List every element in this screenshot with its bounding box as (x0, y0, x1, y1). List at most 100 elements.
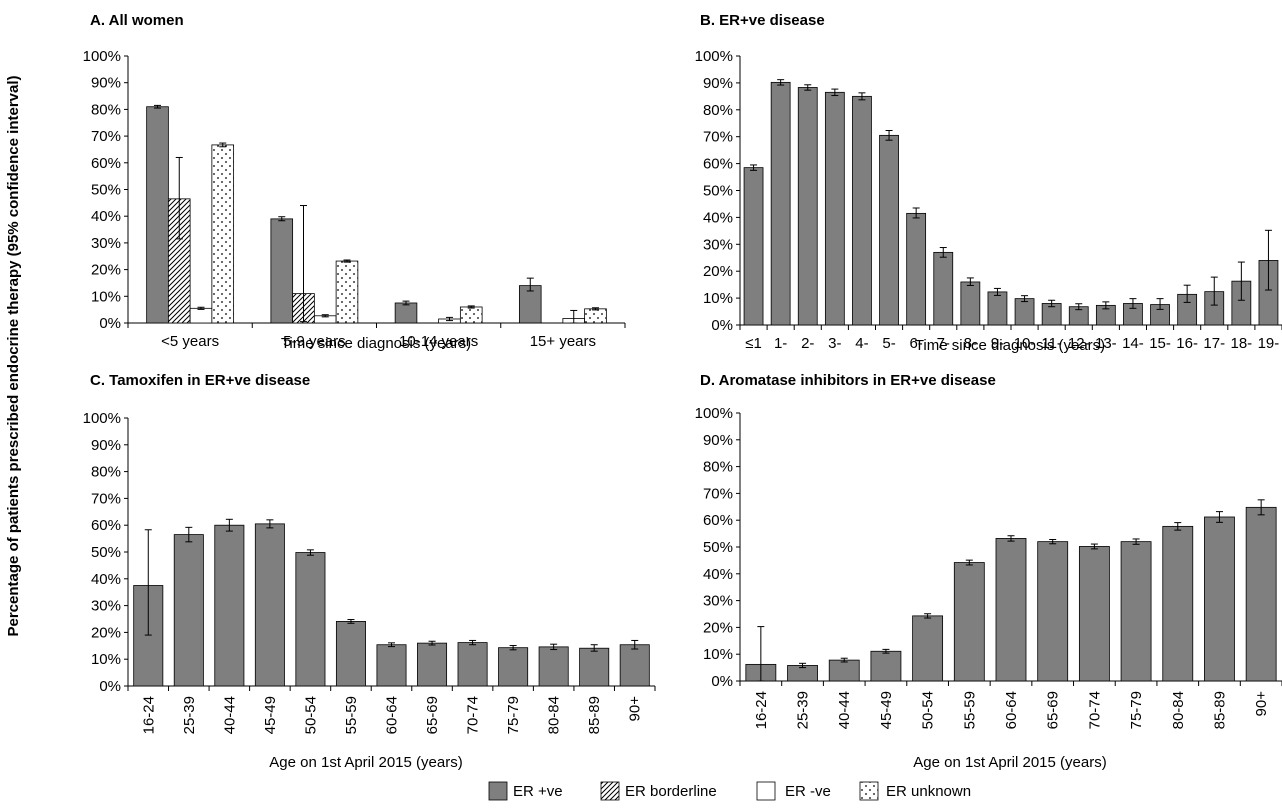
panel-c-error-bar-er-ve-50-54 (306, 549, 314, 556)
panel-d-x-axis-label: Age on 1st April 2015 (years) (913, 754, 1106, 771)
legend-swatch-er-positive (488, 781, 508, 801)
panel-a: A. All women 0% 10% 20% 30% 40% 50% 60% 70% 80% 90… (83, 12, 626, 352)
panel-d-error-bar-er-ve-75-79 (1132, 538, 1140, 545)
legend: ER +ve ER borderline ER -ve ER unknown (488, 781, 971, 801)
panel-c-x-tick-label: 60-64 (384, 696, 401, 734)
panel-a-error-bar-er-ve-5-9-years (321, 314, 329, 318)
panel-d-bar-er-ve-70-74 (1078, 546, 1110, 682)
legend-swatch-er-negative (756, 781, 776, 801)
panel-d-bar-er-ve-90 (1245, 506, 1277, 682)
panel-c-error-bar-er-ve-45-49 (266, 519, 274, 529)
panel-b-y-tick-label: 30% (703, 236, 733, 253)
panel-d-y-tick-label: 40% (703, 566, 733, 583)
panel-c-y-tick-label: 60% (91, 517, 121, 534)
panel-b-error-bar-er-ve-2 (804, 84, 812, 91)
panel-b-x-tick-label: 10- (1014, 335, 1036, 352)
panel-a-y-tick-label: 20% (91, 262, 121, 279)
panel-d-bar-er-ve-60-64 (995, 538, 1027, 682)
panel-d-x-tick-label: 45-49 (878, 691, 895, 729)
legend-label-er-positive: ER +ve (513, 783, 563, 800)
panel-a-x-tick-label: <5 years (161, 333, 219, 350)
panel-c-x-tick-label: 65-69 (424, 696, 441, 734)
panel-b-bar-er-ve-7 (933, 251, 954, 326)
panel-d-title: D. Aromatase inhibitors in ER+ve disease (700, 372, 996, 389)
panel-d-x-tick-label: 80-84 (1170, 691, 1187, 729)
panel-c-error-bar-er-ve-40-44 (225, 518, 233, 532)
panel-a-y-tick-label: 90% (91, 75, 121, 92)
panel-d-bar-er-ve-85-89 (1204, 516, 1235, 682)
panel-b-y-tick-label: 0% (711, 317, 733, 334)
panel-b-error-bar-er-ve-10 (1021, 295, 1029, 303)
panel-c-error-bar-er-ve-85-89 (590, 644, 598, 652)
panel-b-x-tick-label: 7- (937, 335, 950, 352)
panel-d-bar-er-ve-75-79 (1120, 541, 1152, 682)
panel-c-y-tick-label: 10% (91, 651, 121, 668)
panel-c-y-tick-label: 0% (99, 678, 121, 695)
panel-c-x-tick-label: 40-44 (221, 696, 238, 734)
panel-d-x-tick-label: 50-54 (920, 691, 937, 729)
panel-a-error-bar-er-borderline-5-9-years (300, 205, 308, 323)
panel-d: D. Aromatase inhibitors in ER+ve disease… (695, 372, 1282, 771)
panel-c-bar-er-ve-50-54 (295, 552, 326, 687)
panel-b-bar-er-ve-3 (824, 91, 845, 326)
panel-c-bar-er-ve-90 (619, 644, 650, 687)
panel-d-error-bar-er-ve-85-89 (1215, 511, 1223, 523)
panel-c-error-bar-er-ve-80-84 (550, 643, 558, 651)
panel-b-error-bar-er-ve-18 (1237, 261, 1245, 301)
panel-b-error-bar-er-ve-1 (750, 164, 758, 171)
panel-d-x-tick-label: 55-59 (961, 691, 978, 729)
panel-d-y-tick-label: 70% (703, 485, 733, 502)
panel-c-y-tick-label: 70% (91, 490, 121, 507)
panel-b-bar-er-ve-5 (879, 134, 899, 326)
panel-d-y-tick-label: 100% (695, 405, 733, 422)
panel-d-x-tick-label: 40-44 (836, 691, 853, 729)
panel-b-y-tick-label: 70% (703, 129, 733, 146)
panel-b-x-tick-label: 16- (1176, 335, 1198, 352)
panel-b-x-tick-label: 1- (774, 335, 787, 352)
panel-c-x-tick-label: 85-89 (586, 696, 603, 734)
panel-a-error-bar-er-ve-10-14-years (445, 316, 453, 322)
legend-swatch-er-borderline (600, 781, 620, 801)
panel-c-bar-er-ve-65-69 (417, 642, 448, 687)
panel-b-error-bar-er-ve-14 (1129, 298, 1137, 309)
panel-c-bar-er-ve-80-84 (538, 646, 569, 687)
panel-b-y-tick-label: 60% (703, 156, 733, 173)
panel-a-bar-er-unknown-10-14-years (459, 306, 483, 324)
panel-b-x-tick-label: 18- (1231, 335, 1253, 352)
panel-c-error-bar-er-ve-25-39 (185, 526, 193, 543)
panel-c-x-tick-label: 50-54 (302, 696, 319, 734)
panel-b-error-bar-er-ve-7 (939, 247, 947, 258)
panel-b-x-tick-label: 15- (1149, 335, 1171, 352)
legend-label-er-borderline: ER borderline (625, 783, 717, 800)
panel-c-x-axis-label: Age on 1st April 2015 (years) (269, 754, 462, 771)
panel-a-error-bar-er-unknown-15-years (591, 307, 599, 311)
panel-d-x-tick-label: 75-79 (1128, 691, 1145, 729)
panel-b-bar-er-ve-1 (770, 81, 791, 326)
panel-c-bar-er-ve-40-44 (214, 524, 245, 687)
panel-c-bar-er-ve-75-79 (498, 647, 529, 687)
panel-b-error-bar-er-ve-19 (1264, 229, 1272, 291)
panel-b-error-bar-er-ve-13 (1102, 301, 1110, 310)
panel-c-x-tick-label: 75-79 (505, 696, 522, 734)
panel-c-y-tick-label: 50% (91, 544, 121, 561)
panel-d-x-tick-label: 85-89 (1211, 691, 1228, 729)
panel-d-bar-er-ve-50-54 (912, 615, 944, 682)
panel-c-y-tick-label: 90% (91, 437, 121, 454)
panel-b-bar-er-ve-1 (743, 167, 764, 326)
panel-a-y-tick-label: 50% (91, 182, 121, 199)
panel-a-error-bar-er-unknown-5-years (219, 142, 227, 148)
panel-a-bar-er-ve-5-years (189, 307, 213, 324)
panel-c-error-bar-er-ve-55-59 (347, 619, 355, 624)
panel-a-error-bar-er-ve-5-years (154, 104, 162, 109)
panel-a-y-tick-label: 70% (91, 128, 121, 145)
panel-c-bar-er-ve-85-89 (579, 647, 610, 687)
panel-d-error-bar-er-ve-65-69 (1049, 538, 1057, 545)
panel-b-bar-er-ve-9 (987, 291, 1008, 326)
panel-c-x-tick-label: 80-84 (546, 696, 563, 734)
panel-a-error-bar-er-ve-15-years (570, 309, 578, 324)
legend-label-er-negative: ER -ve (785, 783, 831, 800)
panel-a-error-bar-er-unknown-5-9-years (343, 259, 351, 263)
panel-d-bar-er-ve-65-69 (1037, 541, 1069, 682)
